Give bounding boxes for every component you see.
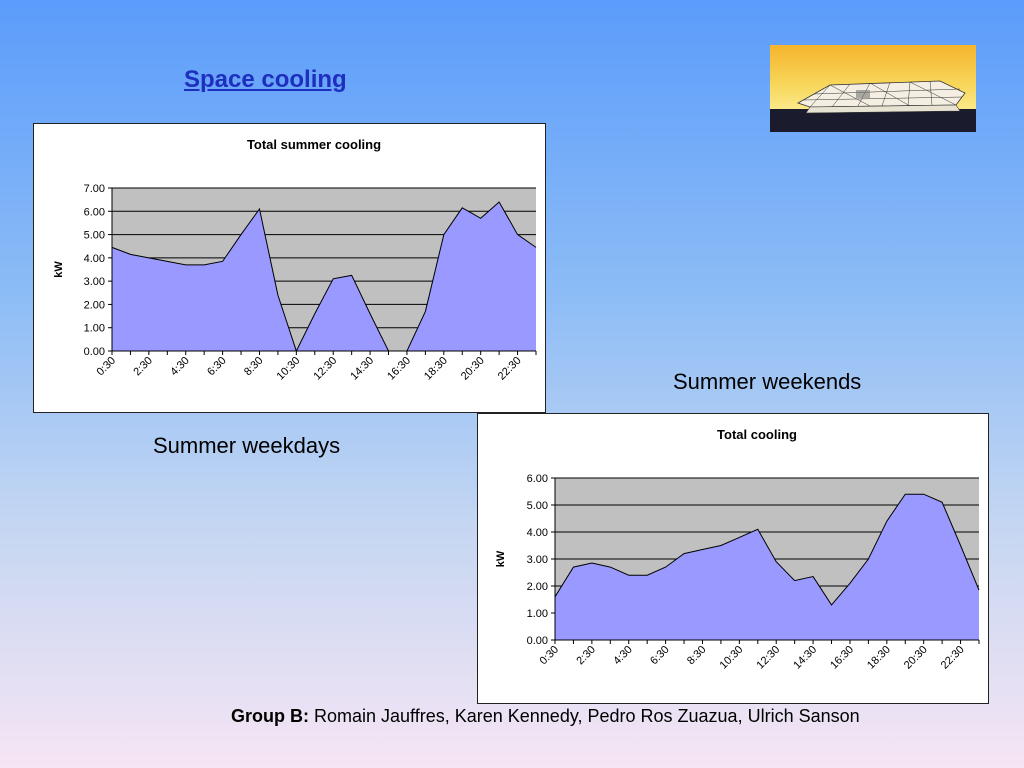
- y-tick-label: 4.00: [527, 527, 548, 539]
- building-logo-image: [770, 45, 976, 132]
- x-tick-label: 12:30: [311, 355, 339, 383]
- y-tick-label: 5.00: [84, 230, 105, 242]
- y-axis-label: kW: [53, 261, 65, 278]
- building-illustration-icon: [770, 45, 976, 132]
- caption-summer-weekdays: Summer weekdays: [153, 433, 341, 458]
- y-tick-label: 5.00: [527, 500, 548, 512]
- x-tick-label: 0:30: [537, 644, 561, 668]
- area-series: [555, 494, 979, 640]
- y-tick-label: 0.00: [527, 635, 548, 647]
- x-tick-label: 22:30: [939, 644, 967, 672]
- x-tick-label: 2:30: [574, 644, 598, 668]
- chart-weekdays: Total summer cooling 0.00 1.00 2.00 3.00 4.00…: [33, 123, 546, 413]
- x-tick-label: 22:30: [496, 355, 524, 383]
- y-tick-label: 1.00: [527, 608, 548, 620]
- x-tick-label: 12:30: [754, 644, 782, 672]
- x-tick-label: 6:30: [648, 644, 672, 668]
- x-tick-label: 10:30: [718, 644, 746, 672]
- chart-weekends: Total cooling 0.00 1.00 2.00 3.00 4.00 5.00 6.0…: [477, 413, 989, 704]
- x-tick-label: 0:30: [94, 355, 118, 379]
- chart-weekends-svg: Total cooling 0.00 1.00 2.00 3.00 4.00 5.00 6.0…: [495, 427, 980, 672]
- footer-author-names: Romain Jauffres, Karen Kennedy, Pedro Ro…: [309, 706, 860, 726]
- y-tick-label: 1.00: [84, 323, 105, 335]
- x-tick-label: 8:30: [685, 644, 709, 668]
- chart-title: Total summer cooling: [247, 137, 381, 152]
- x-tick-label: 14:30: [791, 644, 819, 672]
- x-tick-label: 10:30: [275, 355, 303, 383]
- area-outline: [554, 493, 980, 606]
- y-tick-label: 4.00: [84, 253, 105, 265]
- x-tick-label: 16:30: [828, 644, 856, 672]
- y-tick-label: 2.00: [527, 581, 548, 593]
- y-tick-label: 7.00: [84, 183, 105, 195]
- chart-weekdays-svg: Total summer cooling 0.00 1.00 2.00 3.00 4.00…: [53, 137, 537, 383]
- slide-title: Space cooling: [184, 66, 347, 93]
- x-tick-label: 4:30: [168, 355, 192, 379]
- y-tick-label: 2.00: [84, 299, 105, 311]
- x-tick-label: 16:30: [385, 355, 413, 383]
- y-tick-label: 3.00: [527, 554, 548, 566]
- y-tick-label: 3.00: [84, 276, 105, 288]
- x-tick-label: 20:30: [902, 644, 930, 672]
- x-tick-label: 18:30: [422, 355, 450, 383]
- x-tick-label: 4:30: [611, 644, 635, 668]
- y-tick-label: 6.00: [84, 206, 105, 218]
- y-axis-label: kW: [495, 550, 507, 567]
- footer-credits: Group B: Romain Jauffres, Karen Kennedy,…: [231, 706, 860, 727]
- footer-group-label: Group B:: [231, 706, 309, 726]
- chart-title: Total cooling: [717, 427, 797, 442]
- x-tick-label: 2:30: [131, 355, 155, 379]
- x-tick-label: 6:30: [205, 355, 229, 379]
- area-series: [112, 201, 536, 351]
- x-tick-label: 14:30: [348, 355, 376, 383]
- x-tick-label: 8:30: [242, 355, 266, 379]
- caption-summer-weekends: Summer weekends: [673, 369, 862, 394]
- y-tick-label: 6.00: [527, 473, 548, 485]
- x-tick-label: 18:30: [865, 644, 893, 672]
- x-tick-label: 20:30: [459, 355, 487, 383]
- area-outline: [111, 201, 537, 353]
- y-tick-label: 0.00: [84, 346, 105, 358]
